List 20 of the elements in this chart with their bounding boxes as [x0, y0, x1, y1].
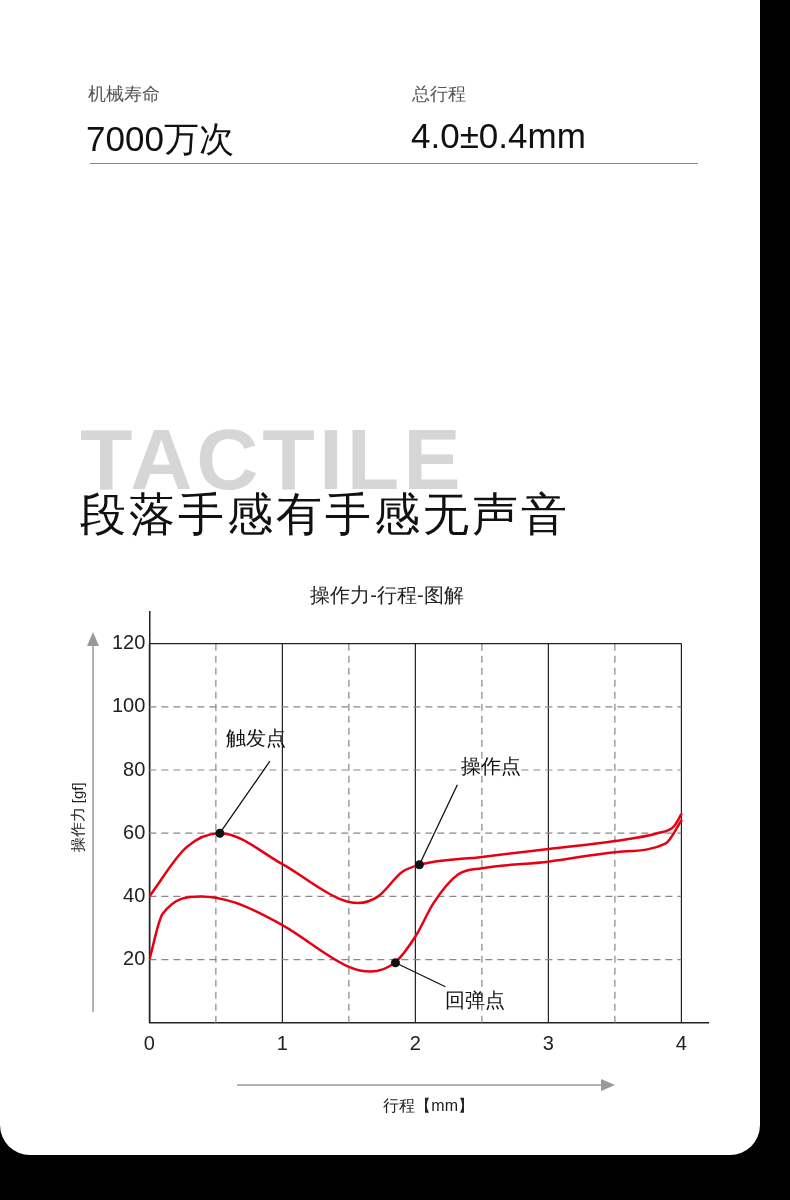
- text: 7000万次: [86, 118, 234, 160]
- text: 4.0±0.4mm: [411, 116, 586, 156]
- x-tick-label: 3: [542, 1032, 554, 1055]
- text: 总行程: [412, 83, 466, 106]
- chart-title: 操作力-行程-图解: [310, 583, 464, 606]
- x-axis-title: 行程【mm】: [383, 1096, 475, 1114]
- text: 机械寿命: [88, 83, 160, 106]
- annotation: 回弹点: [445, 989, 506, 1012]
- y-tick-label: 20: [123, 947, 146, 970]
- y-tick-label: 100: [111, 694, 146, 717]
- x-tick-label: 0: [143, 1032, 155, 1055]
- x-tick-label: 1: [276, 1032, 288, 1055]
- y-tick-label: 120: [111, 631, 146, 654]
- annotation: 操作点: [461, 755, 522, 778]
- x-tick-label: 4: [675, 1032, 687, 1055]
- y-tick-label: 80: [123, 757, 146, 780]
- y-axis-title: 操作力 [gf]: [69, 782, 87, 853]
- y-tick-label: 40: [123, 883, 146, 906]
- x-tick-label: 2: [409, 1032, 421, 1055]
- y-tick-label: 60: [123, 820, 146, 843]
